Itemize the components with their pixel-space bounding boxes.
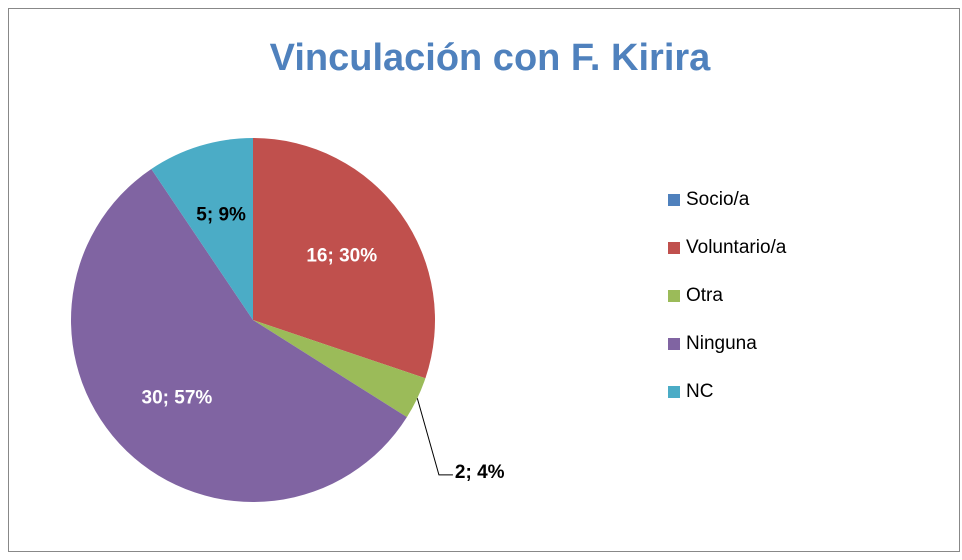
legend-label: Socio/a <box>686 189 750 210</box>
leader-line <box>416 398 453 476</box>
legend-label: NC <box>686 381 713 402</box>
data-label: 2; 4% <box>455 462 505 483</box>
legend-swatch <box>668 194 680 206</box>
legend-label: Voluntario/a <box>686 237 787 258</box>
data-label: 30; 57% <box>142 387 213 408</box>
pie-slice <box>253 320 426 418</box>
pie-slice <box>151 138 253 320</box>
legend-swatch <box>668 290 680 302</box>
pie-slice <box>70 169 407 503</box>
legend-swatch <box>668 338 680 350</box>
pie-slice <box>253 138 436 379</box>
chart-title: Vinculación con F. Kirira <box>270 37 712 79</box>
data-label: 16; 30% <box>306 245 377 266</box>
legend-swatch <box>668 242 680 254</box>
legend-swatch <box>668 386 680 398</box>
data-label: 5; 9% <box>196 205 246 226</box>
legend-label: Otra <box>686 285 723 306</box>
legend-label: Ninguna <box>686 333 757 354</box>
